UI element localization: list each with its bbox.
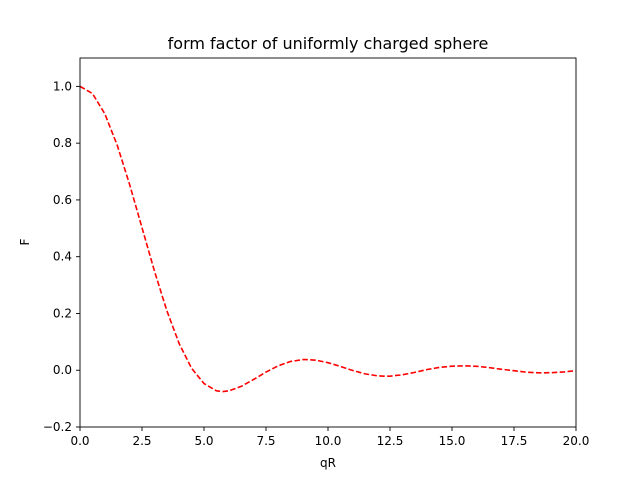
x-tick-label: 20.0 bbox=[563, 434, 590, 448]
x-tick-label: 0.0 bbox=[70, 434, 89, 448]
series-line-0 bbox=[79, 85, 577, 393]
chart-title: form factor of uniformly charged sphere bbox=[168, 34, 489, 53]
plot-area bbox=[79, 57, 577, 428]
x-tick-label: 15.0 bbox=[439, 434, 466, 448]
x-axis-label: qR bbox=[320, 456, 336, 470]
y-tick-label: 0.6 bbox=[53, 193, 72, 207]
y-axis-label: F bbox=[18, 238, 32, 245]
y-tick-label: 0.4 bbox=[53, 250, 72, 264]
y-tick-label: 0.0 bbox=[53, 363, 72, 377]
axis-ticks: 0.0 2.5 5.0 7.5 10.0 12.5 15.0 17.5 20.0−0.20.00… bbox=[43, 79, 590, 448]
y-tick-label: −0.2 bbox=[43, 420, 72, 434]
y-tick-label: 0.8 bbox=[53, 136, 72, 150]
x-tick-label: 10.0 bbox=[315, 434, 342, 448]
x-tick-label: 12.5 bbox=[377, 434, 404, 448]
axes-frame bbox=[79, 57, 577, 428]
x-tick-label: 2.5 bbox=[132, 434, 151, 448]
y-tick-label: 0.2 bbox=[53, 306, 72, 320]
x-tick-label: 5.0 bbox=[194, 434, 213, 448]
y-tick-label: 1.0 bbox=[53, 79, 72, 93]
x-tick-label: 17.5 bbox=[501, 434, 528, 448]
x-tick-label: 7.5 bbox=[256, 434, 275, 448]
